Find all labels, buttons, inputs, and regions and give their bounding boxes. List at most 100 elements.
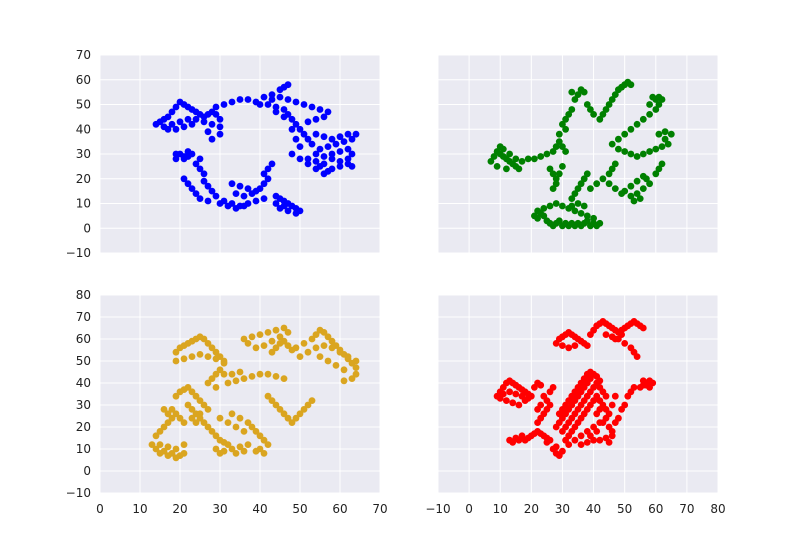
scatter-point bbox=[496, 143, 504, 151]
scatter-point bbox=[280, 106, 288, 113]
scatter-point bbox=[264, 370, 272, 378]
scatter-point bbox=[655, 101, 663, 108]
scatter-point bbox=[559, 143, 566, 151]
scatter-point bbox=[212, 348, 220, 356]
scatter-point bbox=[236, 96, 244, 103]
scatter-point bbox=[559, 202, 566, 210]
y-tick-label: 70 bbox=[76, 310, 91, 324]
scatter-point bbox=[599, 419, 607, 426]
y-tick-label: 20 bbox=[76, 420, 91, 434]
scatter-point bbox=[549, 170, 557, 178]
scatter-point bbox=[605, 101, 613, 108]
scatter-point bbox=[264, 392, 272, 400]
scatter-series bbox=[487, 78, 675, 230]
scatter-point bbox=[568, 202, 576, 210]
scatter-point bbox=[543, 439, 551, 446]
scatter-point bbox=[308, 103, 316, 111]
scatter-point bbox=[328, 135, 336, 143]
scatter-point bbox=[164, 443, 172, 451]
scatter-point bbox=[268, 160, 276, 168]
scatter-point bbox=[596, 436, 604, 444]
subplot-bottom-left: 0 10 20 30 40 50 60 70 −10 0 10 20 30 40 50 60 70 80 bbox=[66, 288, 388, 516]
scatter-point bbox=[276, 333, 284, 341]
scatter-point bbox=[493, 163, 501, 170]
scatter-point bbox=[220, 447, 228, 455]
scatter-point bbox=[208, 344, 216, 352]
scatter-point bbox=[599, 175, 607, 183]
scatter-point bbox=[559, 120, 566, 128]
scatter-point bbox=[336, 133, 344, 141]
scatter-point bbox=[168, 406, 176, 413]
subplot-top-right bbox=[437, 54, 719, 254]
scatter-point bbox=[316, 106, 324, 113]
scatter-point bbox=[232, 450, 240, 457]
scatter-point bbox=[543, 150, 551, 158]
scatter-point bbox=[244, 96, 252, 103]
y-tick-label: 70 bbox=[76, 48, 91, 62]
scatter-point bbox=[639, 115, 647, 123]
scatter-series bbox=[148, 324, 360, 462]
scatter-point bbox=[636, 195, 644, 203]
scatter-point bbox=[571, 96, 579, 103]
scatter-point bbox=[574, 185, 582, 193]
scatter-point bbox=[639, 150, 647, 158]
scatter-point bbox=[280, 324, 288, 332]
scatter-point bbox=[304, 155, 312, 163]
scatter-point bbox=[577, 441, 585, 448]
scatter-point bbox=[288, 419, 296, 426]
scatter-point bbox=[627, 182, 635, 190]
scatter-point bbox=[602, 392, 610, 400]
scatter-point bbox=[608, 96, 616, 103]
scatter-point bbox=[546, 202, 554, 210]
scatter-point bbox=[633, 190, 641, 198]
scatter-point bbox=[216, 130, 224, 138]
scatter-point bbox=[506, 388, 513, 396]
scatter-point bbox=[340, 366, 348, 374]
x-tick-label: 50 bbox=[617, 502, 632, 516]
scatter-point bbox=[583, 217, 591, 225]
scatter-point bbox=[212, 370, 220, 378]
scatter-point bbox=[336, 163, 344, 170]
scatter-point bbox=[152, 445, 160, 453]
scatter-point bbox=[565, 441, 573, 448]
scatter-point bbox=[168, 450, 176, 457]
scatter-series bbox=[493, 318, 657, 459]
y-tick-label: 80 bbox=[76, 288, 91, 302]
scatter-point bbox=[503, 165, 510, 173]
scatter-point bbox=[555, 217, 563, 225]
scatter-point bbox=[621, 340, 629, 347]
scatter-point bbox=[200, 177, 208, 185]
scatter-point bbox=[228, 98, 236, 106]
scatter-point bbox=[212, 111, 220, 118]
scatter-point bbox=[192, 392, 200, 400]
scatter-point bbox=[655, 165, 663, 173]
scatter-point bbox=[515, 165, 523, 173]
y-tick-label: 0 bbox=[83, 464, 91, 478]
scatter-point bbox=[160, 406, 168, 413]
scatter-point bbox=[204, 353, 212, 360]
scatter-point bbox=[304, 348, 312, 356]
x-tick-label: 20 bbox=[172, 502, 187, 516]
subplot-top-left: −10 0 10 20 30 40 50 60 70 bbox=[66, 48, 381, 260]
scatter-point bbox=[300, 101, 308, 108]
y-tick-label: 40 bbox=[76, 122, 91, 136]
y-tick-label: 40 bbox=[76, 376, 91, 390]
scatter-point bbox=[184, 384, 192, 391]
scatter-point bbox=[172, 125, 180, 133]
scatter-point bbox=[172, 348, 180, 356]
scatter-point bbox=[596, 115, 604, 123]
scatter-point bbox=[280, 113, 288, 121]
scatter-point bbox=[184, 180, 192, 188]
scatter-point bbox=[188, 353, 196, 360]
scatter-point bbox=[652, 145, 660, 153]
x-tick-label: −10 bbox=[425, 502, 450, 516]
scatter-point bbox=[292, 344, 300, 352]
scatter-point bbox=[276, 205, 284, 212]
scatter-point bbox=[300, 406, 308, 413]
scatter-point bbox=[608, 401, 616, 409]
scatter-point bbox=[649, 93, 657, 101]
scatter-point bbox=[264, 441, 272, 448]
scatter-point bbox=[192, 160, 200, 168]
scatter-point bbox=[232, 377, 240, 385]
scatter-point bbox=[300, 340, 308, 347]
